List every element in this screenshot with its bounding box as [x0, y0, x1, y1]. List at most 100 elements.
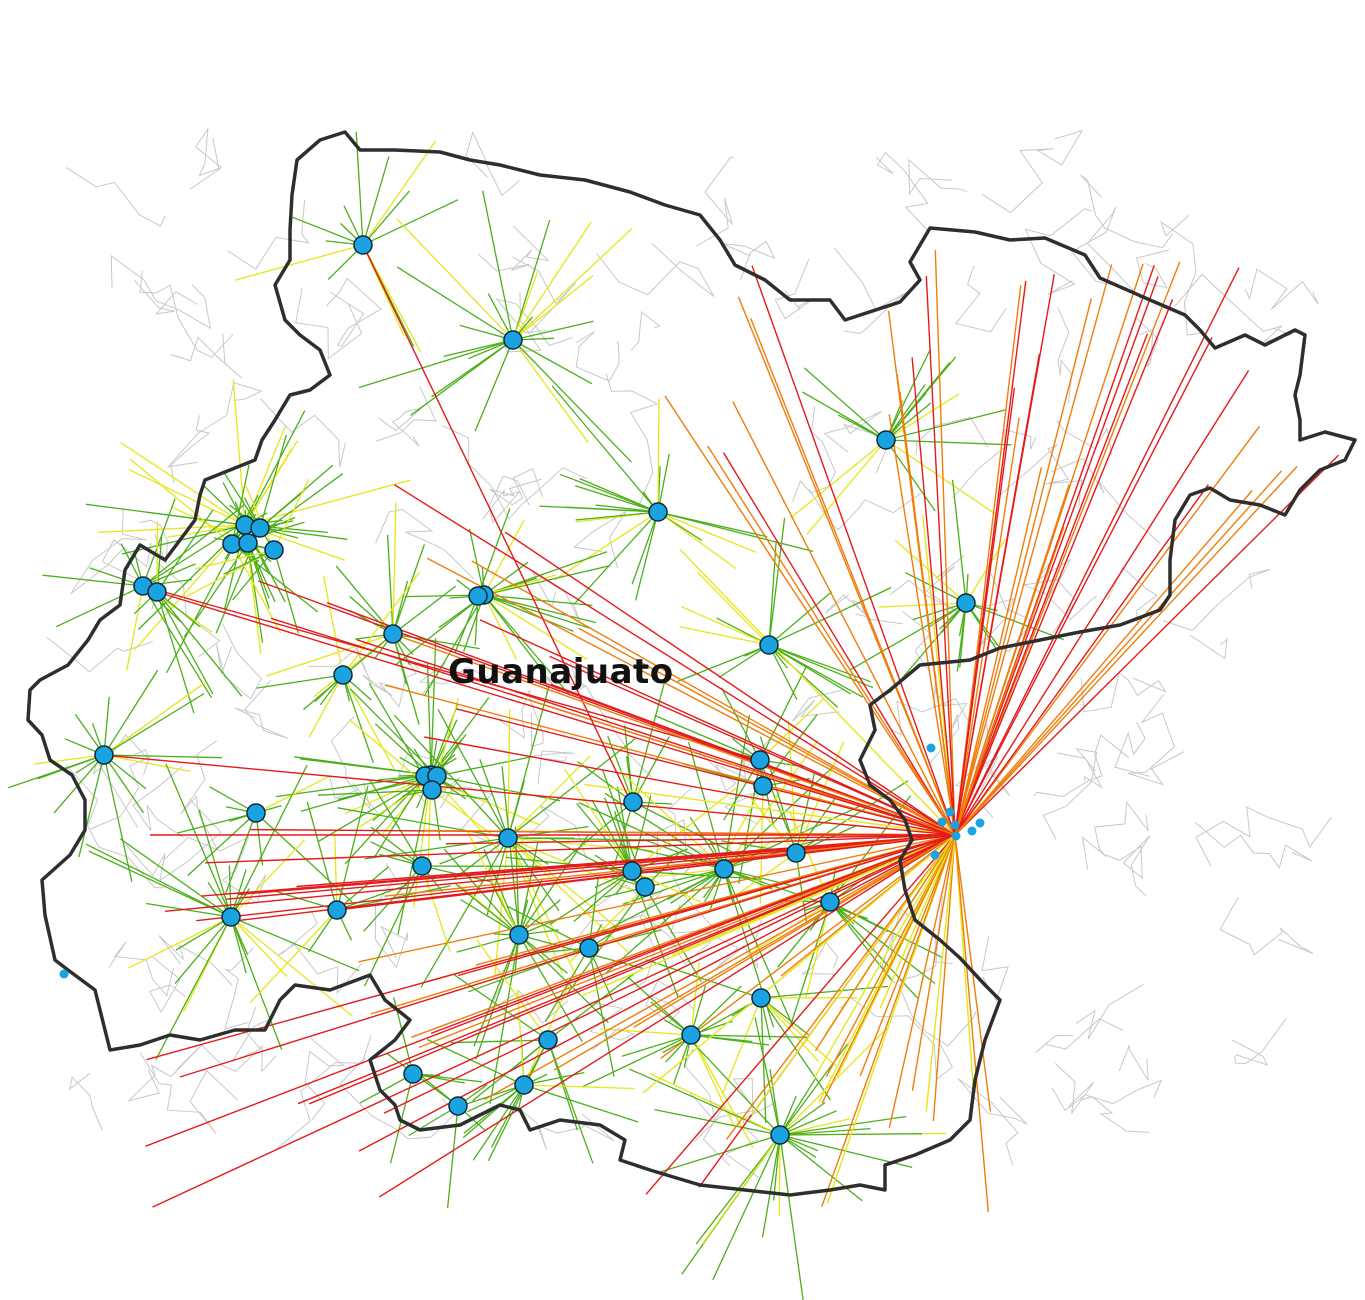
allocation-line	[37, 754, 105, 780]
municipal-line	[955, 265, 1007, 333]
allocation-line	[954, 276, 1159, 836]
allocation-line	[554, 511, 659, 581]
municipal-line	[127, 1044, 203, 1102]
allocation-line	[621, 1034, 692, 1057]
municipal-line	[489, 468, 544, 506]
allocation-line	[317, 789, 433, 796]
allocation-line	[297, 834, 956, 1105]
allocation-line	[660, 834, 956, 1059]
allocation-line	[632, 736, 670, 803]
facility-dot-icon	[714, 859, 734, 879]
allocation-line	[126, 585, 144, 671]
allocation-line	[395, 594, 485, 666]
allocation-line	[457, 834, 956, 977]
allocation-line	[309, 834, 956, 1105]
facility-dot-icon	[238, 533, 258, 553]
allocation-line	[631, 511, 659, 585]
municipal-line	[1134, 316, 1159, 368]
allocation-line	[483, 594, 574, 632]
municipal-line	[110, 254, 212, 330]
municipal-line	[529, 750, 574, 784]
allocation-line	[805, 901, 831, 998]
allocation-line	[925, 275, 956, 836]
allocation-line	[778, 1134, 781, 1217]
allocation-line	[512, 221, 592, 341]
allocation-line	[564, 768, 633, 872]
allocation-line	[103, 669, 159, 756]
allocation-line	[238, 834, 956, 896]
municipal-line	[169, 333, 243, 379]
allocation-line	[662, 997, 762, 1054]
allocation-line	[483, 594, 592, 630]
municipal-line	[1194, 822, 1313, 869]
municipal-line	[133, 279, 198, 315]
allocation-line	[426, 557, 956, 836]
allocation-line	[479, 619, 956, 836]
municipal-line	[155, 560, 221, 658]
facility-dot-icon	[221, 907, 241, 927]
allocation-line	[577, 761, 634, 803]
allocation-line	[483, 551, 608, 596]
allocation-line	[954, 261, 1181, 836]
municipal-line	[1162, 568, 1271, 631]
allocation-line	[187, 812, 257, 877]
allocation-line	[389, 1073, 414, 1164]
allocation-line	[627, 976, 692, 1036]
allocation-line	[951, 479, 967, 604]
facility-dot-icon	[648, 502, 668, 522]
allocation-line	[885, 384, 926, 441]
allocation-line	[275, 774, 432, 798]
allocation-line	[439, 837, 509, 865]
allocation-line	[888, 834, 956, 1129]
small-facility-dot-icon	[967, 826, 977, 836]
facility-dot-icon	[246, 803, 266, 823]
municipal-line	[231, 1006, 271, 1063]
allocation-line	[142, 498, 176, 587]
small-facility-dot-icon	[937, 817, 947, 827]
municipal-line	[881, 896, 944, 984]
allocation-line	[512, 227, 633, 341]
allocation-line	[584, 783, 956, 836]
allocation-line	[384, 834, 956, 897]
allocation-line	[430, 719, 458, 776]
allocation-line	[494, 837, 509, 976]
small-facility-dot-icon	[951, 831, 961, 841]
allocation-line	[437, 709, 509, 839]
municipal-line	[66, 166, 166, 227]
facility-dot-icon	[751, 988, 771, 1008]
allocation-line	[514, 826, 520, 936]
allocation-line	[383, 834, 956, 1114]
allocation-line	[954, 264, 1113, 836]
allocation-line	[779, 1127, 871, 1136]
allocation-line	[231, 464, 250, 545]
allocation-line	[722, 452, 956, 836]
allocation-line	[622, 868, 725, 905]
municipal-line	[170, 415, 211, 484]
allocation-line	[420, 837, 509, 988]
allocation-line	[760, 997, 810, 1036]
allocation-line	[165, 763, 232, 918]
municipal-line	[477, 225, 550, 272]
municipal-line	[1174, 273, 1293, 343]
municipal-line	[605, 373, 659, 508]
allocation-line	[581, 1034, 692, 1088]
municipal-line	[1160, 214, 1201, 336]
allocation-line	[359, 1073, 414, 1104]
municipal-line	[1035, 1018, 1124, 1053]
municipal-line	[139, 1052, 239, 1134]
allocation-line	[725, 834, 956, 1141]
allocation-line	[634, 511, 659, 601]
allocation-line	[456, 934, 520, 953]
small-facility-dot-icon	[950, 820, 960, 830]
allocation-line	[256, 674, 344, 689]
allocation-line	[690, 985, 742, 1036]
allocation-line	[954, 298, 1092, 836]
allocation-line	[788, 901, 831, 1030]
allocation-line	[768, 644, 874, 689]
allocation-line	[779, 1115, 907, 1136]
allocation-line	[723, 740, 819, 870]
allocation-line	[392, 502, 397, 635]
allocation-line	[657, 511, 737, 570]
allocation-line	[85, 843, 232, 918]
facility-dot-icon	[498, 828, 518, 848]
